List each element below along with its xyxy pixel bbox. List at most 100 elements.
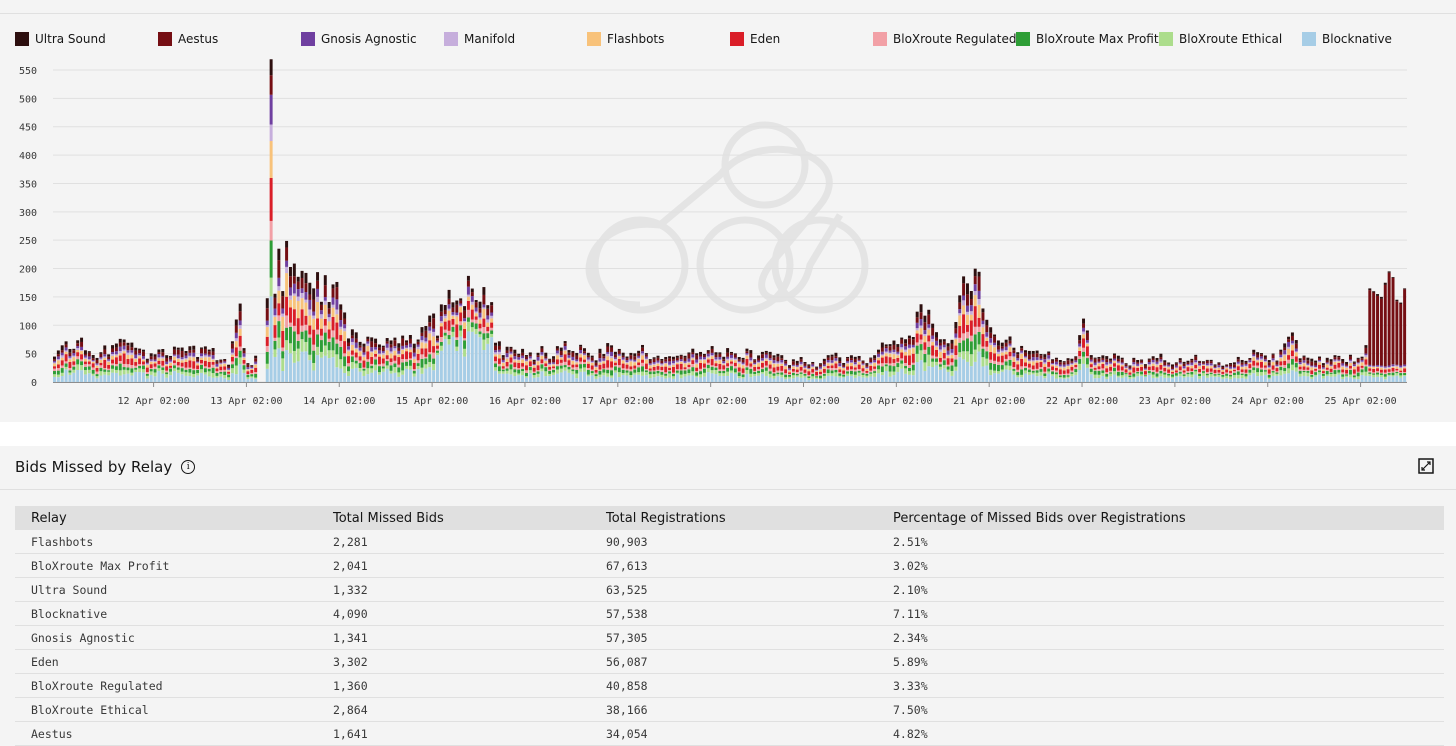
legend-item[interactable]: Eden bbox=[730, 30, 780, 48]
bar-segment bbox=[552, 372, 556, 375]
column-header-percentage[interactable]: Percentage of Missed Bids over Registrat… bbox=[893, 506, 1444, 530]
bar-segment bbox=[733, 360, 737, 363]
bar-segment bbox=[803, 367, 807, 369]
bar-segment bbox=[563, 354, 567, 362]
bar-segment bbox=[350, 341, 354, 345]
bar-segment bbox=[772, 363, 776, 368]
expand-icon[interactable] bbox=[1418, 458, 1434, 474]
bar-segment bbox=[428, 322, 432, 327]
bar-segment bbox=[935, 356, 938, 359]
bar-segment bbox=[1031, 350, 1035, 354]
column-header-total-registrations[interactable]: Total Registrations bbox=[606, 506, 893, 530]
legend-item[interactable]: Flashbots bbox=[587, 30, 664, 48]
bar-segment bbox=[552, 362, 556, 364]
bar-segment bbox=[1318, 361, 1321, 363]
bar-segment bbox=[385, 365, 389, 369]
legend-item[interactable]: Ultra Sound bbox=[15, 30, 106, 48]
bar-segment bbox=[1136, 373, 1140, 377]
bar-segment bbox=[138, 372, 142, 382]
bar-segment bbox=[1209, 374, 1213, 377]
column-header-total-missed-bids[interactable]: Total Missed Bids bbox=[333, 506, 606, 530]
bar-segment bbox=[552, 364, 556, 367]
legend-item[interactable]: BloXroute Ethical bbox=[1159, 30, 1282, 48]
bar-segment bbox=[234, 341, 238, 348]
bar-segment bbox=[230, 361, 234, 365]
bar-segment bbox=[1054, 361, 1058, 365]
bar-segment bbox=[312, 288, 316, 300]
bar-segment bbox=[397, 364, 401, 368]
bar-segment bbox=[1132, 378, 1136, 382]
bar-segment bbox=[200, 359, 203, 364]
bar-segment bbox=[470, 309, 474, 320]
bar-segment bbox=[432, 318, 436, 329]
bar-segment bbox=[942, 349, 946, 353]
bar-segment bbox=[1259, 360, 1263, 362]
bar-segment bbox=[579, 344, 583, 347]
bar-segment bbox=[849, 360, 853, 363]
bar-segment bbox=[1271, 372, 1275, 376]
bar-segment bbox=[1352, 361, 1356, 363]
bar-segment bbox=[1043, 366, 1047, 372]
bar-segment bbox=[397, 353, 401, 355]
bar-segment bbox=[1058, 376, 1062, 379]
bar-segment bbox=[664, 378, 668, 382]
legend-item[interactable]: Aestus bbox=[158, 30, 218, 48]
bar-segment bbox=[1151, 359, 1155, 363]
bar-segment bbox=[393, 346, 397, 349]
bar-segment bbox=[803, 369, 807, 373]
column-header-relay[interactable]: Relay bbox=[15, 506, 333, 530]
bar-segment bbox=[1012, 350, 1016, 353]
bar-segment bbox=[1082, 323, 1086, 328]
bar-segment bbox=[1221, 373, 1225, 375]
bar-segment bbox=[145, 362, 149, 364]
bar-segment bbox=[544, 367, 548, 372]
bar-segment bbox=[482, 307, 486, 309]
legend-item[interactable]: BloXroute Max Profit bbox=[1016, 30, 1159, 48]
bar-segment bbox=[1395, 375, 1399, 382]
bar-segment bbox=[764, 350, 768, 353]
legend-item[interactable]: Gnosis Agnostic bbox=[301, 30, 417, 48]
bar-segment bbox=[111, 365, 114, 369]
bar-segment bbox=[1016, 369, 1020, 373]
bar-segment bbox=[405, 361, 409, 366]
legend-item[interactable]: Manifold bbox=[444, 30, 515, 48]
bar-segment bbox=[749, 363, 753, 367]
bar-segment bbox=[443, 321, 447, 330]
bar-segment bbox=[323, 318, 327, 326]
bar-segment bbox=[726, 356, 730, 359]
bar-segment bbox=[641, 371, 644, 376]
bar-segment bbox=[1116, 358, 1120, 362]
bar-segment bbox=[1391, 375, 1395, 377]
bar-segment bbox=[1109, 370, 1113, 373]
bar-segment bbox=[880, 354, 884, 356]
bar-segment bbox=[644, 372, 648, 376]
bar-segment bbox=[494, 342, 497, 346]
bar-segment bbox=[1016, 372, 1020, 376]
bar-segment bbox=[490, 312, 494, 316]
bar-segment bbox=[339, 359, 343, 369]
bar-segment bbox=[965, 305, 969, 312]
bar-segment bbox=[1360, 359, 1364, 362]
bar-segment bbox=[1376, 374, 1380, 377]
bar-segment bbox=[130, 358, 134, 366]
bar-segment bbox=[1345, 366, 1349, 368]
bar-segment bbox=[1078, 343, 1082, 347]
bar-segment bbox=[664, 361, 668, 363]
bar-segment bbox=[350, 356, 354, 363]
bar-segment bbox=[358, 341, 362, 346]
bar-segment bbox=[1267, 374, 1271, 378]
bar-segment bbox=[907, 365, 911, 368]
legend-item[interactable]: BloXroute Regulated bbox=[873, 30, 1016, 48]
bar-segment bbox=[1391, 366, 1395, 367]
bar-segment bbox=[513, 360, 517, 363]
bar-segment bbox=[172, 360, 176, 363]
bar-segment bbox=[532, 367, 536, 372]
bar-segment bbox=[176, 354, 180, 359]
info-icon[interactable]: i bbox=[181, 460, 196, 474]
bar-segment bbox=[807, 377, 811, 380]
bar-segment bbox=[1171, 364, 1174, 367]
bar-segment bbox=[760, 369, 764, 373]
bar-segment bbox=[358, 347, 362, 351]
bar-segment bbox=[1290, 356, 1294, 360]
legend-item[interactable]: Blocknative bbox=[1302, 30, 1392, 48]
